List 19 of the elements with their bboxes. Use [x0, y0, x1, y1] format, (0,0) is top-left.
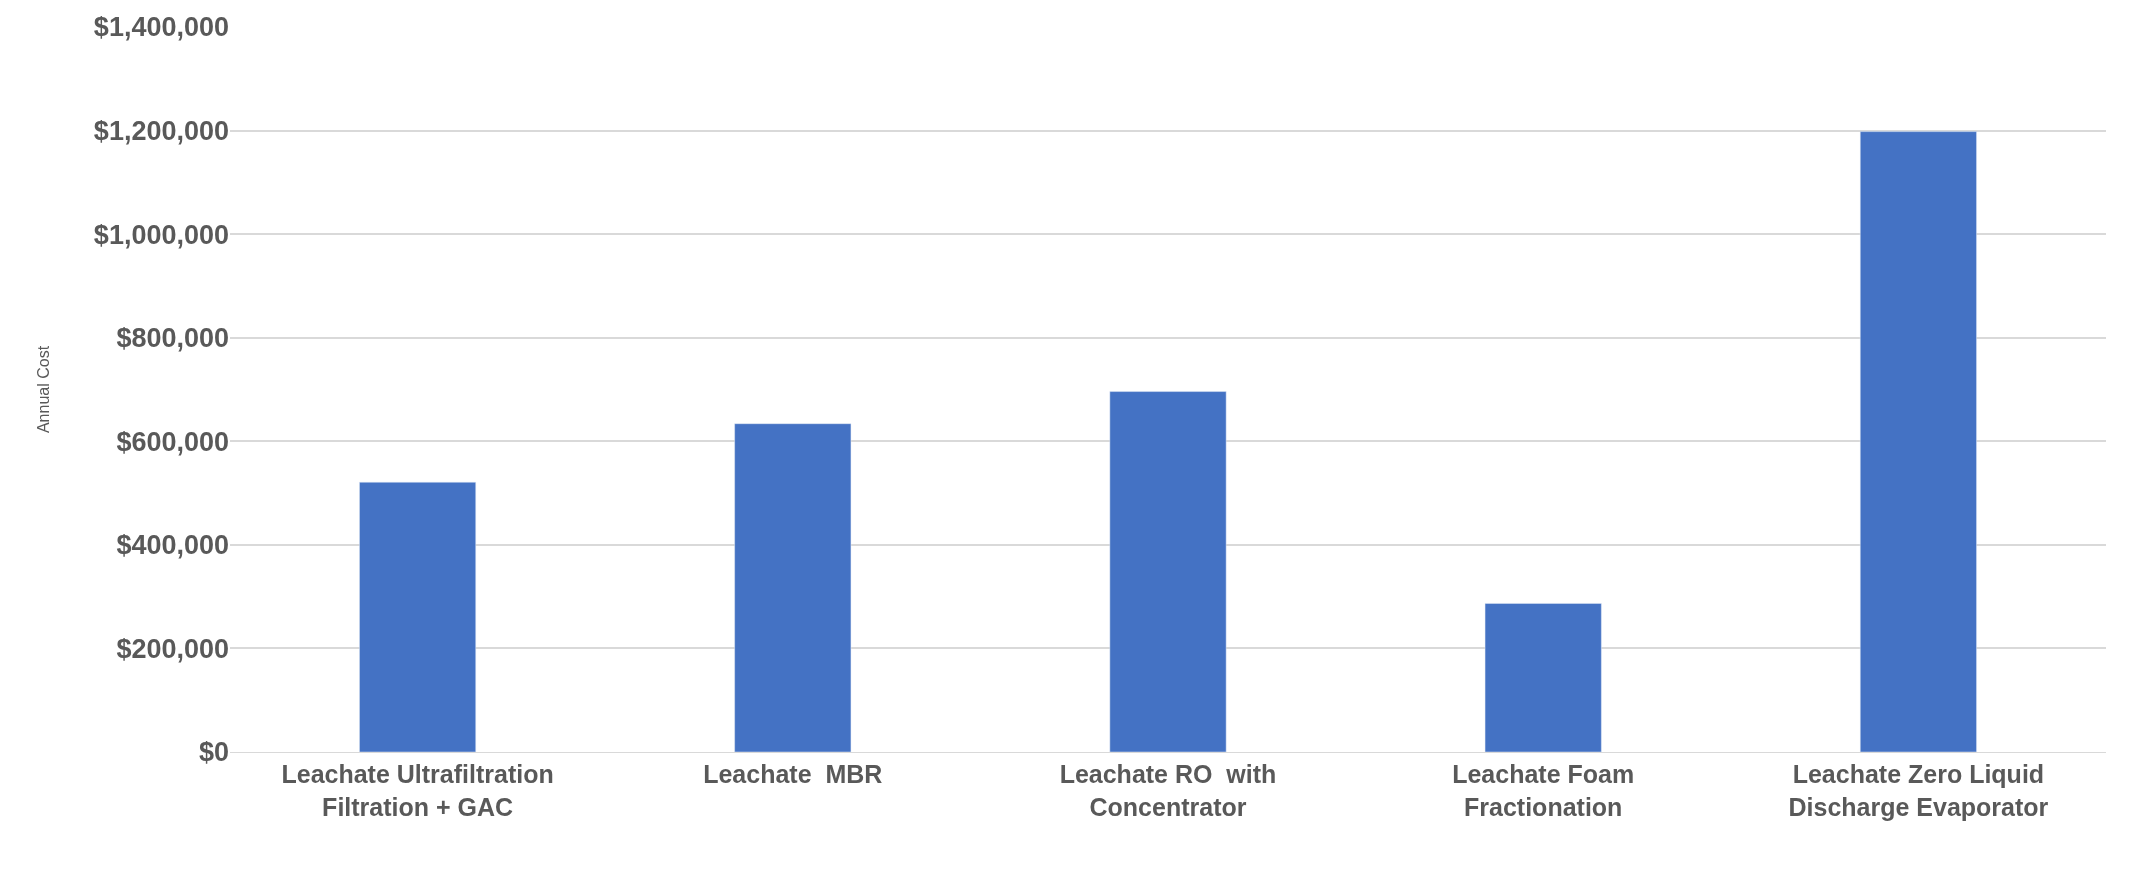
x-tick-label: Leachate MBR [703, 760, 883, 788]
y-tick-label: $1,200,000 [93, 116, 229, 147]
x-tick-label: Leachate Foam Fractionation [1452, 760, 1635, 821]
y-tick-label: $800,000 [116, 323, 229, 354]
y-tick-label: $600,000 [116, 426, 229, 457]
y-tick-label: $1,000,000 [93, 219, 229, 250]
bar [1859, 131, 1977, 752]
y-tick-label: $400,000 [116, 530, 229, 561]
y-tick-label: $1,400,000 [93, 12, 229, 43]
bar [1109, 391, 1227, 752]
y-axis-title: Annual Cost [34, 345, 52, 434]
bar [1484, 603, 1602, 752]
y-tick-label: $200,000 [116, 633, 229, 664]
x-tick-label: Leachate Ultrafiltration Filtration + GAC [281, 760, 554, 821]
y-tick-label: $0 [198, 737, 229, 768]
bar [359, 481, 477, 752]
x-tick-label: Leachate Zero Liquid Discharge Evaporator [1788, 760, 2049, 821]
x-tick-label: Leachate RO with Concentrator [1059, 760, 1277, 821]
bar [734, 423, 852, 752]
